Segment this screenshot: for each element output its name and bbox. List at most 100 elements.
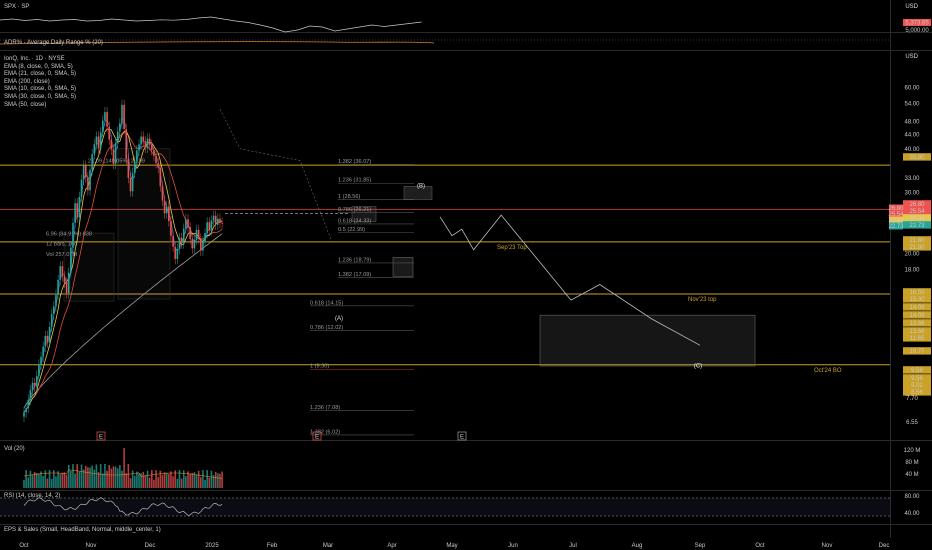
- volume-bar: [114, 466, 117, 488]
- legend-ema21[interactable]: EMA (21, close, 0, SMA, 5): [4, 71, 77, 78]
- price-label-bg: [903, 207, 931, 215]
- volume-bar: [23, 480, 25, 488]
- volume-bar: [170, 471, 172, 488]
- pane-bg: [0, 524, 890, 538]
- volume-bar: [197, 470, 200, 488]
- legend-ema8[interactable]: EMA (8, close, 0, SMA, 5): [4, 63, 73, 70]
- volume-bar: [91, 465, 93, 488]
- candle: [119, 123, 121, 132]
- volume-bar: [50, 478, 53, 488]
- rsi-pane: 80.00 40.00: [0, 494, 920, 517]
- volume-bar: [125, 473, 128, 488]
- price-tag: 24.44: [888, 218, 904, 224]
- candle: [153, 149, 155, 156]
- candle: [182, 228, 185, 244]
- earnings-marker: E: [312, 431, 322, 441]
- rsi-label[interactable]: RSI (14, close, 14, 2): [4, 493, 61, 499]
- price-label-bg: [903, 243, 931, 251]
- candle: [99, 132, 102, 149]
- measure-label: 6.96 (84.91%) 838: [46, 232, 92, 238]
- price-label: 26.80: [909, 202, 925, 208]
- grid: [0, 0, 932, 538]
- candle: [178, 237, 181, 250]
- x-tick-label: Mar: [323, 543, 333, 549]
- x-tick-label: Feb: [267, 543, 278, 549]
- volume-bar: [140, 473, 142, 488]
- volume-bar: [97, 472, 100, 488]
- volume-bar: [212, 475, 215, 488]
- candle: [217, 218, 219, 225]
- volume-bar: [182, 470, 185, 488]
- volume-bar: [159, 470, 162, 488]
- earnings-box: [457, 431, 467, 441]
- candle: [97, 136, 100, 149]
- price-label: 13.66: [909, 329, 925, 335]
- volume-bar: [148, 477, 151, 488]
- candle: [55, 295, 57, 307]
- price-label-bg: [903, 366, 931, 374]
- pane-bg: [0, 36, 890, 50]
- volume-bar: [189, 473, 191, 488]
- volume-bar: [29, 470, 32, 488]
- legend-sma30[interactable]: SMA (30, close, 0, SMA, 5): [4, 93, 77, 100]
- candle: [93, 144, 96, 155]
- candle: [168, 206, 170, 222]
- volume-bar: [206, 470, 208, 488]
- volume-bar: [157, 477, 159, 488]
- volume-bar: [202, 470, 204, 488]
- fib-label: 1.382 (17.09): [338, 272, 371, 278]
- candle: [31, 382, 34, 391]
- volume-bar: [168, 474, 170, 488]
- candle: [87, 177, 89, 191]
- candle: [106, 112, 108, 127]
- candle: [42, 346, 44, 357]
- candle: [202, 241, 204, 251]
- legend-sma10[interactable]: SMA (10, close, 0, SMA, 5): [4, 86, 77, 93]
- volume-bar: [72, 464, 74, 488]
- candle: [170, 221, 172, 236]
- symbol-title[interactable]: IonQ, Inc. · 1D · NYSE: [4, 56, 65, 62]
- volume-bar: [110, 468, 113, 488]
- volume-bar: [57, 471, 59, 488]
- price-label: 21.60: [909, 238, 925, 244]
- eps-label[interactable]: EPS & Sales (Small, HeadBand, Normal, mi…: [4, 527, 161, 533]
- candle: [163, 200, 166, 214]
- price-label-bg: [903, 288, 931, 296]
- fib-label: 0.786 (12.02): [310, 325, 343, 331]
- volume-bar: [67, 464, 70, 488]
- price-label: 35.90: [909, 155, 925, 161]
- volume-bar: [146, 470, 149, 488]
- price-label: 24.44: [909, 216, 925, 222]
- spx-label: SPX · SP: [4, 4, 30, 10]
- price-label: 13.66: [909, 321, 925, 327]
- ema8-line: [23, 128, 223, 413]
- pane-bg: [0, 490, 890, 524]
- legend-sma50[interactable]: SMA (50, close): [4, 101, 47, 108]
- volume-bar: [84, 465, 87, 488]
- y-tick-label: 6.55: [906, 420, 918, 426]
- zone-box: [392, 257, 414, 277]
- earnings-marker: E: [96, 431, 106, 441]
- projection-path: [439, 214, 701, 346]
- fib-label: 1.236 (7.08): [310, 405, 340, 411]
- volume-bar: [78, 471, 81, 488]
- volume-bar: [144, 475, 147, 488]
- candle: [180, 237, 183, 244]
- candle: [80, 179, 83, 197]
- y-tick-label: 48.00: [904, 119, 920, 125]
- price-label-bg: [903, 221, 931, 229]
- earnings-marker: E: [457, 431, 467, 441]
- candle: [78, 196, 81, 218]
- fib-label: 0.786 (26.21): [338, 207, 371, 213]
- volume-bar: [104, 464, 106, 488]
- legend-ema200[interactable]: EMA (200, close): [4, 78, 50, 85]
- volume-bar: [108, 465, 110, 488]
- candle: [136, 150, 138, 162]
- vol-label[interactable]: Vol (20): [4, 446, 25, 452]
- wave-label: (B): [417, 183, 425, 189]
- volume-bar: [80, 464, 83, 488]
- level-label: Oct'24 BO: [814, 368, 842, 374]
- volume-bar: [138, 473, 140, 488]
- volume-bar: [217, 473, 219, 488]
